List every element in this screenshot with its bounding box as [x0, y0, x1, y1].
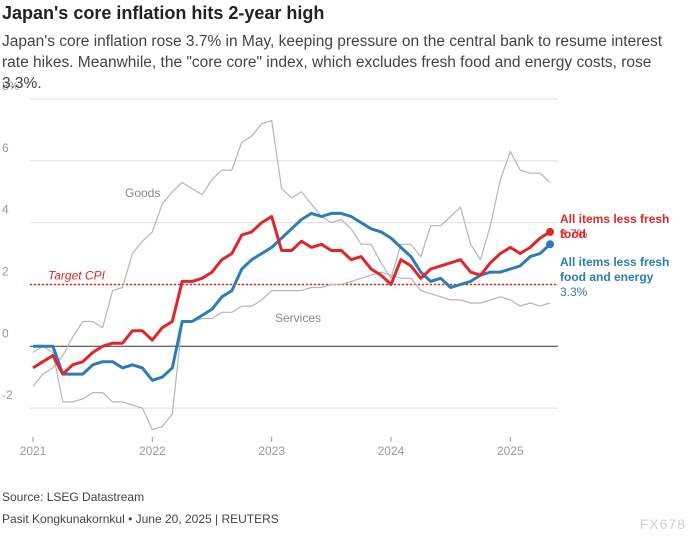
- value-label: 3.7%: [560, 227, 588, 241]
- y-tick-label: 6: [2, 141, 9, 155]
- end-dot: [546, 240, 555, 249]
- series-label: Goods: [125, 186, 160, 200]
- y-tick-label: 2: [2, 264, 9, 278]
- value-label: 3.3%: [560, 285, 588, 299]
- byline: Pasit Kongkunakornkul • June 20, 2025 | …: [2, 512, 279, 526]
- y-tick-label: 0: [2, 326, 9, 340]
- x-tick-label: 2024: [378, 444, 405, 458]
- x-tick-label: 2025: [497, 444, 524, 458]
- source: Source: LSEG Datastream: [2, 490, 145, 504]
- series-line: [33, 211, 552, 382]
- end-dot: [546, 227, 555, 236]
- target-label: Target CPI: [48, 268, 106, 282]
- x-tick-label: 2023: [258, 444, 285, 458]
- chart-subtitle: Japan's core inflation rose 3.7% in May,…: [2, 33, 663, 92]
- x-tick-label: 2021: [20, 444, 47, 458]
- y-tick-label: 8%: [2, 79, 20, 93]
- watermark: FX678: [639, 516, 686, 532]
- series-line: [32, 120, 551, 387]
- chart-title: Japan's core inflation hits 2-year high: [2, 3, 325, 23]
- y-tick-label: 4: [2, 203, 9, 217]
- legend-label: All items less fresh food and energy: [560, 255, 670, 284]
- series-line: [32, 271, 551, 431]
- x-tick-label: 2022: [139, 444, 166, 458]
- series-line: [32, 215, 551, 376]
- legend-label: All items less fresh food: [560, 212, 670, 241]
- series-label: Services: [275, 311, 321, 325]
- y-tick-label: -2: [2, 388, 13, 402]
